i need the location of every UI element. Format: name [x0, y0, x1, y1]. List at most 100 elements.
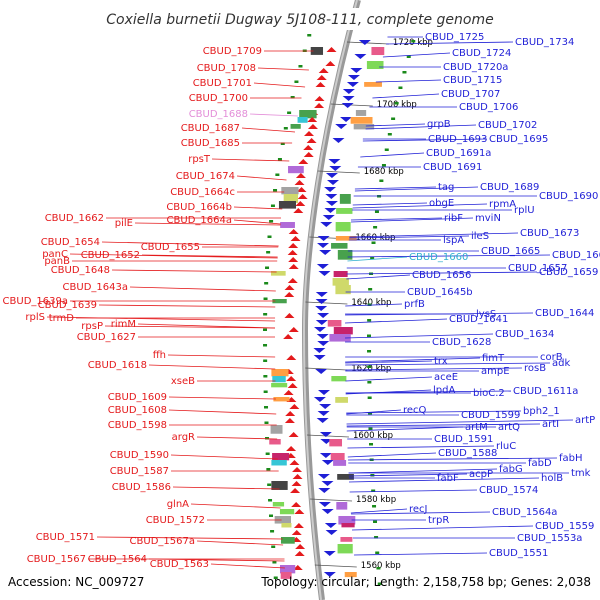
right-gene-label[interactable]: CBUD_1690: [539, 191, 598, 202]
right-gene-label[interactable]: artI: [542, 419, 559, 430]
right-gene-label[interactable]: tag: [438, 182, 454, 193]
right-gene-label[interactable]: fabH: [559, 453, 583, 464]
right-gene-label[interactable]: recQ: [403, 405, 427, 416]
right-gene-label[interactable]: aceE: [434, 372, 458, 383]
right-gene-label[interactable]: CBUD_1665: [481, 246, 540, 257]
left-gene-label[interactable]: CBUD_1590: [110, 450, 169, 461]
left-gene-label[interactable]: CBUD_1662: [45, 213, 104, 224]
right-gene-label[interactable]: CBUD_1725: [425, 32, 484, 43]
left-gene-label[interactable]: CBUD_1643a: [63, 282, 128, 293]
right-gene-label[interactable]: fabG: [499, 464, 523, 475]
right-gene-label[interactable]: CBUD_1588: [438, 448, 497, 459]
right-gene-label[interactable]: ileS: [471, 231, 489, 242]
right-gene-label[interactable]: CBUD_1689: [480, 182, 539, 193]
left-gene-label[interactable]: CBUD_1708: [197, 63, 256, 74]
left-gene-label[interactable]: CBUD_1701: [193, 78, 252, 89]
right-gene-label[interactable]: fimT: [482, 353, 505, 364]
right-gene-label[interactable]: CBUD_1599: [461, 410, 520, 421]
left-gene-label[interactable]: panB: [44, 256, 70, 267]
left-gene-label[interactable]: CBUD_1586: [112, 482, 171, 493]
right-gene-label[interactable]: corB: [540, 352, 563, 363]
right-gene-label[interactable]: CBUD_1559: [535, 521, 594, 532]
right-gene-label[interactable]: trpR: [428, 515, 449, 526]
left-gene-label[interactable]: CBUD_1674: [176, 171, 235, 182]
left-gene-label[interactable]: CBUD_1648: [51, 265, 110, 276]
left-gene-label[interactable]: CBUD_1567: [27, 554, 86, 565]
left-gene-label[interactable]: trmD: [49, 313, 75, 324]
right-gene-label[interactable]: CBUD_1720a: [443, 62, 508, 73]
left-gene-label[interactable]: CBUD_1664b: [166, 202, 232, 213]
left-gene-label[interactable]: CBUD_1639a: [3, 296, 68, 307]
left-gene-label[interactable]: CBUD_1687: [181, 123, 240, 134]
left-gene-label[interactable]: panC: [42, 249, 68, 260]
right-gene-label[interactable]: CBUD_1551: [489, 548, 548, 559]
right-gene-label[interactable]: bioC.2: [473, 388, 505, 399]
left-gene-label[interactable]: CBUD_1652: [81, 250, 140, 261]
right-gene-label[interactable]: mviN: [475, 213, 501, 224]
right-gene-label[interactable]: CBUD_1715: [443, 75, 502, 86]
left-gene-label[interactable]: pilE: [115, 218, 133, 229]
left-gene-label[interactable]: CBUD_1655: [141, 242, 200, 253]
left-gene-label[interactable]: CBUD_1609: [108, 392, 167, 403]
right-gene-label[interactable]: artP: [575, 415, 595, 426]
right-gene-label[interactable]: CBUD_1611a: [513, 386, 578, 397]
right-gene-label[interactable]: adk: [552, 358, 570, 369]
right-gene-label[interactable]: trx: [434, 356, 448, 367]
right-gene-label[interactable]: artQ: [498, 422, 520, 433]
right-gene-label[interactable]: CBUD_1667: [552, 250, 600, 261]
right-gene-label[interactable]: CBUD_1702: [478, 120, 537, 131]
right-gene-label[interactable]: CBUD_1734: [515, 37, 574, 48]
right-gene-label[interactable]: CBUD_1695: [489, 134, 548, 145]
right-gene-label[interactable]: CBUD_1673: [520, 228, 579, 239]
right-gene-label[interactable]: rpmA: [489, 199, 516, 210]
left-gene-label[interactable]: CBUD_1700: [189, 93, 248, 104]
right-gene-label[interactable]: CBUD_1628: [432, 337, 491, 348]
left-gene-label[interactable]: rimM: [111, 319, 136, 330]
right-gene-label[interactable]: holB: [541, 473, 563, 484]
right-gene-label[interactable]: artM: [465, 422, 488, 433]
right-gene-label[interactable]: CBUD_1591: [434, 434, 493, 445]
right-gene-label[interactable]: rplU: [514, 205, 535, 216]
left-gene-label[interactable]: CBUD_1664c: [170, 187, 235, 198]
left-gene-label[interactable]: CBUD_1664a: [167, 215, 232, 226]
left-gene-label[interactable]: CBUD_1709: [203, 46, 262, 57]
right-gene-label[interactable]: prfB: [404, 299, 425, 310]
left-gene-label[interactable]: CBUD_1688: [189, 109, 248, 120]
left-gene-label[interactable]: rplS: [25, 312, 45, 323]
left-gene-label[interactable]: xseB: [171, 376, 195, 387]
right-gene-label[interactable]: fabF: [437, 473, 459, 484]
right-gene-label[interactable]: CBUD_1641: [449, 314, 508, 325]
right-gene-label[interactable]: lspA: [443, 235, 464, 246]
right-gene-label[interactable]: CBUD_1657: [508, 263, 567, 274]
right-gene-label[interactable]: CBUD_1691a: [426, 148, 491, 159]
left-gene-label[interactable]: CBUD_1654: [41, 237, 100, 248]
right-gene-label[interactable]: CBUD_1656: [412, 270, 471, 281]
right-gene-label[interactable]: recJ: [409, 504, 428, 515]
left-gene-label[interactable]: CBUD_1563: [150, 559, 209, 570]
right-gene-label[interactable]: lpdA: [433, 385, 455, 396]
right-gene-label[interactable]: ampE: [481, 366, 510, 377]
right-gene-label[interactable]: CBUD_1659: [539, 267, 598, 278]
right-gene-label[interactable]: CBUD_1691: [423, 162, 482, 173]
right-gene-label[interactable]: CBUD_1564a: [492, 507, 557, 518]
right-gene-label[interactable]: CBUD_1693: [428, 134, 487, 145]
left-gene-label[interactable]: CBUD_1627: [77, 332, 136, 343]
left-gene-label[interactable]: ffh: [153, 350, 166, 361]
left-gene-label[interactable]: glnA: [167, 499, 189, 510]
left-gene-label[interactable]: CBUD_1598: [108, 420, 167, 431]
right-gene-label[interactable]: CBUD_1574: [479, 485, 538, 496]
right-gene-label[interactable]: CBUD_1645b: [407, 287, 473, 298]
right-gene-label[interactable]: fabD: [528, 458, 552, 469]
right-gene-label[interactable]: rosB: [524, 363, 546, 374]
left-gene-label[interactable]: CBUD_1639: [38, 300, 97, 311]
right-gene-label[interactable]: CBUD_1634: [495, 329, 554, 340]
right-gene-label[interactable]: tmk: [571, 468, 591, 479]
right-gene-label[interactable]: rluC: [496, 441, 516, 452]
left-gene-label[interactable]: CBUD_1618: [88, 360, 147, 371]
right-gene-label[interactable]: CBUD_1553a: [517, 533, 582, 544]
right-gene-label[interactable]: grpB: [427, 119, 451, 130]
right-gene-label[interactable]: CBUD_1724: [452, 48, 511, 59]
left-gene-label[interactable]: CBUD_1587: [110, 466, 169, 477]
left-gene-label[interactable]: rpsT: [188, 154, 211, 165]
right-gene-label[interactable]: lysS: [476, 309, 496, 320]
